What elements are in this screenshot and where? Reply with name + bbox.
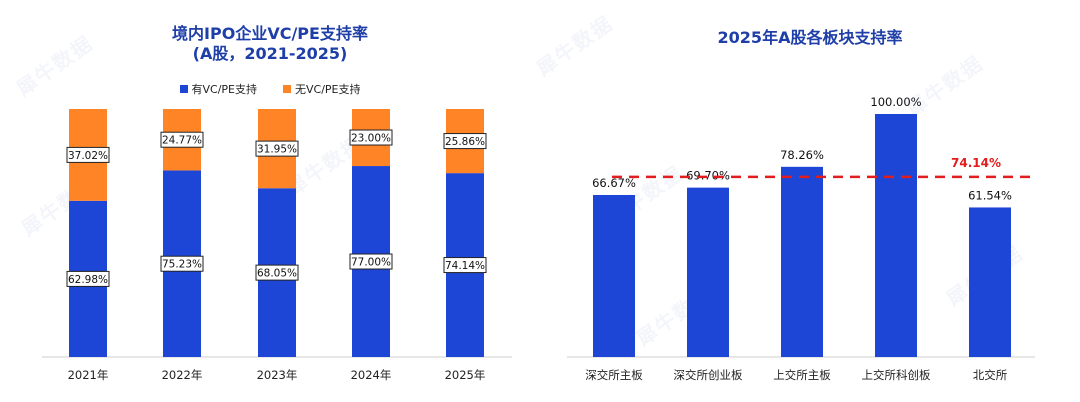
chart-title-line1: 境内IPO企业VC/PE支持率 — [172, 24, 368, 43]
data-label-without-vcpe: 25.86% — [445, 136, 485, 148]
bar — [687, 187, 729, 357]
data-label-with-vcpe: 77.00% — [351, 257, 391, 269]
data-label: 61.54% — [968, 188, 1012, 202]
data-label-box — [443, 133, 487, 150]
stacked-bar-chart-panel: 境内IPO企业VC/PE支持率 (A股，2021-2025) 有VC/PE支持 … — [0, 24, 540, 382]
reference-line-label: 74.14% — [951, 156, 1001, 170]
data-label-box — [255, 140, 299, 157]
data-label: 66.67% — [592, 176, 636, 190]
bar — [781, 166, 823, 357]
data-label-with-vcpe: 62.98% — [68, 274, 108, 286]
chart-title: 2025年A股各板块支持率 — [717, 28, 903, 47]
data-label-box — [255, 264, 299, 281]
data-label: 100.00% — [870, 95, 921, 109]
bar — [593, 194, 635, 357]
bar-plot: 66.67% 深交所主板 69.70% 深交所创业板 78.26% 上交所主板 100.00… — [567, 95, 1035, 382]
data-label-box — [443, 257, 487, 274]
data-label-box — [66, 146, 110, 163]
x-tick-label: 2022年 — [162, 368, 203, 382]
data-label-without-vcpe: 31.95% — [257, 144, 297, 156]
data-label-box — [160, 255, 204, 272]
data-label-with-vcpe: 75.23% — [162, 259, 202, 271]
x-tick-label: 深交所创业板 — [674, 368, 743, 382]
bar — [875, 114, 917, 357]
legend-label: 无VC/PE支持 — [295, 83, 361, 96]
legend-swatch-blue — [179, 85, 188, 93]
x-tick-label: 2021年 — [68, 368, 109, 382]
data-label: 78.26% — [780, 148, 824, 162]
x-tick-label: 上交所科创板 — [862, 368, 931, 382]
data-label-box — [66, 270, 110, 287]
x-tick-label: 2025年 — [445, 368, 486, 382]
bar — [969, 207, 1011, 357]
x-tick-label: 深交所主板 — [585, 368, 643, 382]
x-tick-label: 上交所主板 — [773, 368, 831, 382]
x-tick-label: 2023年 — [257, 368, 298, 382]
x-tick-label: 北交所 — [973, 368, 1008, 382]
legend-label: 有VC/PE支持 — [191, 83, 258, 96]
data-label-with-vcpe: 74.14% — [445, 260, 485, 272]
stacked-bar-plot: 37.02% 62.98% 2021年 24.77% 75.23% 2022年 31.95%… — [42, 109, 512, 382]
data-label-box — [349, 253, 393, 270]
data-label-box — [160, 131, 204, 148]
legend-item-with-vcpe: 有VC/PE支持 — [179, 81, 258, 97]
data-label-without-vcpe: 24.77% — [162, 135, 202, 147]
chart-legend: 有VC/PE支持 无VC/PE支持 — [0, 81, 540, 97]
legend-item-without-vcpe: 无VC/PE支持 — [283, 81, 361, 97]
data-label-without-vcpe: 37.02% — [68, 150, 108, 162]
data-label: 69.70% — [686, 169, 730, 183]
x-tick-label: 2024年 — [351, 368, 392, 382]
data-label-without-vcpe: 23.00% — [351, 133, 391, 145]
data-label-box — [349, 129, 393, 146]
data-label-with-vcpe: 68.05% — [257, 268, 297, 280]
legend-swatch-orange — [283, 85, 291, 93]
chart-title-line2: (A股，2021-2025) — [192, 44, 348, 63]
bar-chart-panel: 2025年A股各板块支持率 66.67% 深交所主板 69.70% 深交所创业板 78.… — [540, 0, 1080, 402]
